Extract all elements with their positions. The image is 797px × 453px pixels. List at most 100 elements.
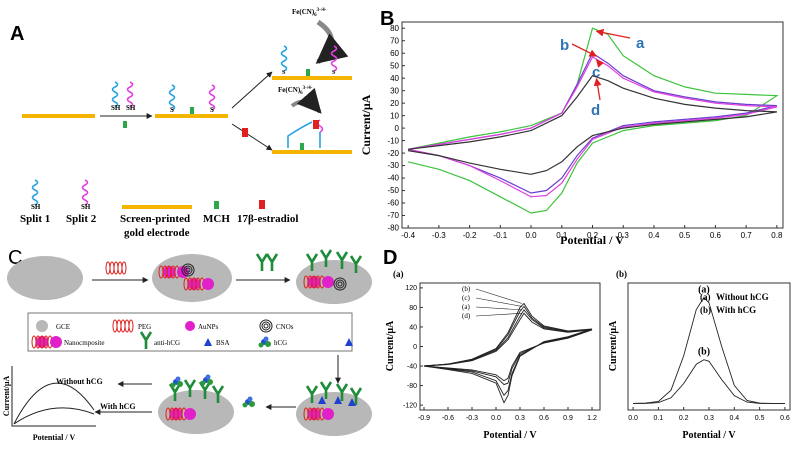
y-tick-label: 0 xyxy=(413,344,417,351)
legend-label: Split 1 xyxy=(20,213,50,225)
x-tick-label: 0.9 xyxy=(563,415,573,422)
panel-label: D xyxy=(383,247,397,269)
charts: -0.4 -0.3 -0.2 -0.1 0.0 0.1 0.2 0.3 0.4 0.5 0.6 0.7… xyxy=(359,8,791,441)
x-tick-label: 0.3 xyxy=(515,415,525,422)
reagent-sup: 3-/4- xyxy=(317,8,327,13)
bond: S xyxy=(210,106,214,114)
legend-label: anti-hCG xyxy=(154,339,180,347)
mch xyxy=(123,121,127,128)
x-tick-label: 0.4 xyxy=(648,231,660,240)
x-tick-label: 0.0 xyxy=(525,231,537,240)
electrode xyxy=(272,150,352,154)
series-label: (a) xyxy=(462,303,470,311)
x-tick-label: 0.6 xyxy=(780,415,790,422)
x-tick-label: -0.1 xyxy=(493,231,507,240)
x-tick-label: 0.1 xyxy=(654,415,664,422)
axis-label: Current/μA xyxy=(2,376,11,417)
mch xyxy=(190,107,194,114)
y-tick-label: 60 xyxy=(390,49,399,58)
reagent-sub: 6 xyxy=(300,91,303,96)
redox-arrow xyxy=(290,87,322,114)
mch xyxy=(306,69,310,76)
curve xyxy=(13,407,95,425)
leader xyxy=(475,312,523,317)
y-tick-label: -20 xyxy=(387,149,399,158)
y-tick-label: 80 xyxy=(409,305,417,312)
x-tick-label: -0.2 xyxy=(463,231,477,240)
hcg xyxy=(242,396,255,408)
estradiol xyxy=(313,120,319,129)
curve-label: Without hCG xyxy=(56,377,103,386)
x-tick-label: 0.3 xyxy=(618,231,630,240)
antibody xyxy=(255,252,269,273)
electrode xyxy=(122,205,192,209)
legend-label: AuNPs xyxy=(198,323,219,331)
series-label: (c) xyxy=(462,294,470,302)
legend-label: gold electrode xyxy=(124,227,190,239)
y-tick-label: 70 xyxy=(390,36,399,45)
y-tick-label: -40 xyxy=(387,174,399,183)
x-axis-label: Potential / V xyxy=(560,233,624,247)
bsa xyxy=(318,396,356,406)
bsa xyxy=(204,338,212,346)
mch xyxy=(300,143,304,150)
y-tick-label: 120 xyxy=(405,285,417,292)
series-label: (d) xyxy=(462,312,471,320)
x-tick-label: -0.3 xyxy=(432,231,446,240)
y-tick-label: -70 xyxy=(387,211,399,220)
redox-arrow xyxy=(315,19,349,64)
electrode xyxy=(7,256,83,300)
x-tick-label: 0.4 xyxy=(729,415,739,422)
legend-label: Split 2 xyxy=(66,213,97,225)
x-tick-label: 0.6 xyxy=(710,231,722,240)
y-tick-label: -50 xyxy=(387,186,399,195)
y-tick-label: -10 xyxy=(387,136,399,145)
reagent-base: Fe(CN) xyxy=(292,8,315,16)
panel-c: C GCE PEG AuNPs CNOs Nanocmposite anti-h… xyxy=(2,247,372,442)
y-tick-label: 10 xyxy=(390,111,399,120)
x-tick-label: 0.5 xyxy=(679,231,691,240)
peak-label: (a) xyxy=(698,285,710,296)
leader xyxy=(475,297,523,307)
y-tick-label: 80 xyxy=(390,24,399,33)
series-label: (b) xyxy=(462,285,471,293)
curve xyxy=(407,27,779,214)
curve xyxy=(423,312,593,382)
x-tick-label: 0.7 xyxy=(741,231,753,240)
curve xyxy=(423,309,593,386)
pointer xyxy=(595,59,605,68)
x-tick-label: 1.2 xyxy=(587,415,597,422)
split-2 xyxy=(81,179,89,206)
legend-tag: (a) xyxy=(700,292,711,302)
legend-label: With hCG xyxy=(716,305,756,315)
estradiol xyxy=(242,128,248,137)
legend-label: hCG xyxy=(274,339,287,347)
x-tick-label: 0.0 xyxy=(491,415,501,422)
y-tick-label: -60 xyxy=(387,199,399,208)
thiol: SH xyxy=(126,104,136,112)
reagent-sup: 3-/4- xyxy=(303,86,313,91)
leader xyxy=(475,306,523,311)
gce xyxy=(36,320,48,332)
bond: S xyxy=(170,106,174,114)
legend-label: GCE xyxy=(56,323,70,331)
x-tick-label: -0.6 xyxy=(442,415,454,422)
series-label: c xyxy=(592,64,600,81)
bond: S xyxy=(282,70,286,76)
mch xyxy=(214,201,219,209)
y-tick-label: 20 xyxy=(390,99,399,108)
y-tick-label: 50 xyxy=(390,61,399,70)
peak-label: (b) xyxy=(698,347,710,358)
split-2 xyxy=(330,45,338,72)
electrode xyxy=(158,390,234,434)
peg xyxy=(105,261,127,275)
pointer xyxy=(593,77,602,101)
legend-label: Screen-printed xyxy=(120,213,190,225)
curve-label: With hCG xyxy=(100,402,136,411)
electrode xyxy=(155,114,228,118)
leader xyxy=(475,288,523,304)
y-tick-label: -30 xyxy=(387,161,399,170)
y-tick-label: -80 xyxy=(387,224,399,233)
legend-label: 17β-estradiol xyxy=(237,213,298,225)
